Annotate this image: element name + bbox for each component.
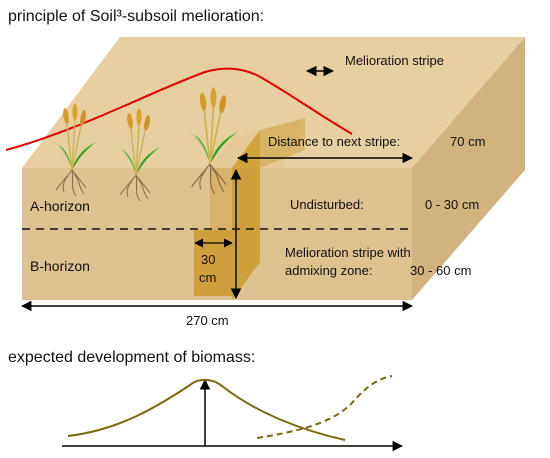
melioration-stripe-label: Melioration stripe	[345, 53, 444, 68]
undisturbed-depth: 0 - 30 cm	[425, 197, 479, 212]
biomass-next-stripe-curve	[256, 375, 393, 439]
distance-value: 70 cm	[450, 134, 485, 149]
b-horizon-label: B-horizon	[30, 258, 90, 274]
distance-label: Distance to next stripe:	[268, 134, 400, 149]
stripe-desc-line1: Melioration stripe with	[285, 245, 411, 260]
soil-top-face	[22, 37, 525, 168]
biomass-subtitle: expected development of biomass:	[8, 349, 255, 366]
stripe-width-value: 30	[201, 252, 215, 267]
stripe-desc-line2: admixing zone:	[285, 263, 372, 278]
effect-curve	[5, 67, 353, 151]
diagram-title: principle of Soil³-subsoil melioration:	[8, 8, 264, 25]
a-horizon-label: A-horizon	[30, 198, 90, 214]
biomass-curve	[67, 378, 346, 441]
soil-side-face	[412, 37, 525, 300]
stripe-width-unit: cm	[199, 270, 216, 285]
total-width-label: 270 cm	[186, 313, 229, 328]
undisturbed-label: Undisturbed:	[290, 197, 364, 212]
stripe-depth: 30 - 60 cm	[410, 263, 471, 278]
